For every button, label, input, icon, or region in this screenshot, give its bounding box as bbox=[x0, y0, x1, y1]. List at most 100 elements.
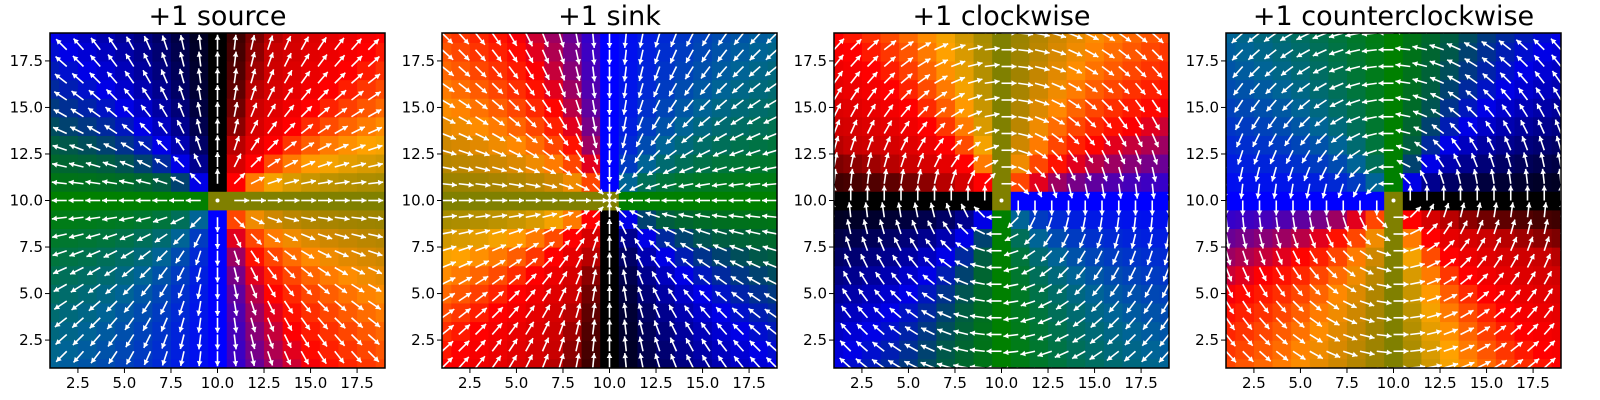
quiver-arrow bbox=[300, 160, 316, 168]
quiver-arrow bbox=[1022, 250, 1036, 260]
quiver-arrow bbox=[1345, 65, 1361, 72]
x-tick-label: 10.0 bbox=[593, 374, 626, 392]
quiver-arrow bbox=[1491, 185, 1497, 201]
quiver-arrow bbox=[749, 33, 761, 45]
quiver-arrow bbox=[250, 317, 257, 333]
quiver-arrow bbox=[196, 351, 203, 367]
heat-cell bbox=[973, 228, 993, 248]
quiver-arrow bbox=[123, 87, 135, 101]
heat-cell bbox=[1495, 33, 1516, 43]
quiver-arrow bbox=[51, 179, 67, 186]
quiver-arrow bbox=[161, 35, 169, 51]
quiver-arrow bbox=[1050, 183, 1058, 199]
heat-cell bbox=[637, 247, 657, 267]
y-tick-label: 5.0 bbox=[803, 285, 827, 303]
heat-cell bbox=[375, 247, 385, 267]
heat-cell bbox=[1365, 340, 1385, 360]
quiver-arrow bbox=[696, 149, 711, 158]
quiver-arrow bbox=[762, 166, 777, 172]
quiver-arrow bbox=[196, 68, 203, 84]
quiver-arrow bbox=[118, 197, 134, 204]
heat-cell bbox=[544, 33, 564, 43]
quiver-arrow bbox=[1292, 300, 1305, 313]
quiver-arrow bbox=[367, 317, 381, 328]
quiver-arrow bbox=[334, 37, 345, 51]
quiver-arrow bbox=[132, 33, 134, 34]
quiver-arrow bbox=[1130, 233, 1137, 249]
quiver-arrow bbox=[491, 149, 507, 157]
heat-cell bbox=[1253, 340, 1274, 360]
quiver-arrow bbox=[731, 291, 744, 302]
quiver-arrow bbox=[458, 229, 474, 235]
quiver-arrow bbox=[1101, 82, 1114, 94]
quiver-arrow bbox=[214, 334, 221, 350]
quiver-arrow bbox=[1334, 166, 1344, 180]
quiver-arrow bbox=[1292, 267, 1302, 281]
quiver-arrow bbox=[1410, 313, 1426, 320]
heat-cell bbox=[1103, 135, 1124, 155]
quiver-arrow bbox=[1560, 265, 1561, 268]
heat-cell bbox=[1346, 42, 1367, 62]
quiver-arrow bbox=[51, 162, 67, 168]
quiver-arrow bbox=[1412, 94, 1428, 101]
quiver-arrow bbox=[890, 272, 902, 285]
heat-cell bbox=[1421, 302, 1441, 323]
quiver-arrow bbox=[508, 82, 520, 96]
heat-cell bbox=[442, 265, 452, 285]
heat-cell bbox=[59, 79, 79, 99]
x-tick-label: 15.0 bbox=[294, 374, 327, 392]
quiver-arrow bbox=[317, 300, 330, 313]
quiver-arrow bbox=[762, 229, 777, 235]
quiver-arrow bbox=[1326, 283, 1339, 295]
quiver-arrow bbox=[846, 202, 853, 218]
heat-cell bbox=[451, 135, 471, 155]
quiver-arrow bbox=[135, 197, 151, 204]
quiver-arrow bbox=[525, 116, 537, 128]
quiver-arrow bbox=[1393, 231, 1409, 237]
quiver-arrow bbox=[1258, 350, 1272, 362]
heat-cell bbox=[507, 340, 527, 360]
heat-cell bbox=[1309, 302, 1329, 323]
quiver-arrow bbox=[334, 215, 350, 222]
quiver-arrow bbox=[712, 228, 727, 235]
quiver-arrow bbox=[697, 258, 711, 269]
heat-cell bbox=[1029, 42, 1049, 62]
quiver-arrow bbox=[1113, 233, 1120, 249]
quiver-arrow bbox=[1287, 166, 1294, 182]
quiver-arrow bbox=[711, 182, 727, 188]
quiver-arrow bbox=[1258, 317, 1270, 330]
y-tick-label: 2.5 bbox=[19, 331, 43, 349]
quiver-arrow bbox=[622, 302, 628, 318]
quiver-arrow bbox=[195, 118, 202, 134]
heat-cell bbox=[50, 284, 60, 304]
quiver-arrow bbox=[82, 33, 84, 34]
quiver-arrow bbox=[250, 68, 257, 84]
quiver-arrow bbox=[334, 89, 347, 101]
quiver-arrow bbox=[764, 308, 777, 319]
heat-cell bbox=[451, 247, 471, 267]
heat-cell bbox=[1029, 60, 1049, 81]
quiver-arrow bbox=[334, 125, 349, 135]
y-tick-label: 2.5 bbox=[411, 331, 435, 349]
quiver-arrow bbox=[1450, 137, 1462, 151]
quiver-arrow bbox=[334, 161, 350, 168]
quiver-arrow bbox=[984, 172, 996, 185]
quiver-arrow bbox=[668, 82, 678, 97]
quiver-arrow bbox=[1499, 72, 1512, 84]
heat-cell bbox=[1533, 321, 1553, 341]
quiver-arrow bbox=[1125, 300, 1137, 314]
quiver-arrow bbox=[214, 168, 221, 184]
quiver-arrow bbox=[651, 270, 661, 285]
heat-cell bbox=[1235, 33, 1255, 43]
heat-cell bbox=[1085, 358, 1105, 368]
heat-cell bbox=[749, 302, 769, 323]
heat-cell bbox=[880, 191, 900, 211]
heat-cell bbox=[1066, 209, 1086, 230]
quiver-arrow bbox=[967, 44, 983, 51]
heat-cell bbox=[1365, 358, 1385, 368]
quiver-arrow bbox=[1409, 206, 1422, 218]
quiver-arrow bbox=[729, 132, 744, 141]
quiver-arrow bbox=[1329, 99, 1344, 108]
quiver-arrow bbox=[638, 336, 644, 352]
quiver-arrow bbox=[1534, 70, 1545, 84]
